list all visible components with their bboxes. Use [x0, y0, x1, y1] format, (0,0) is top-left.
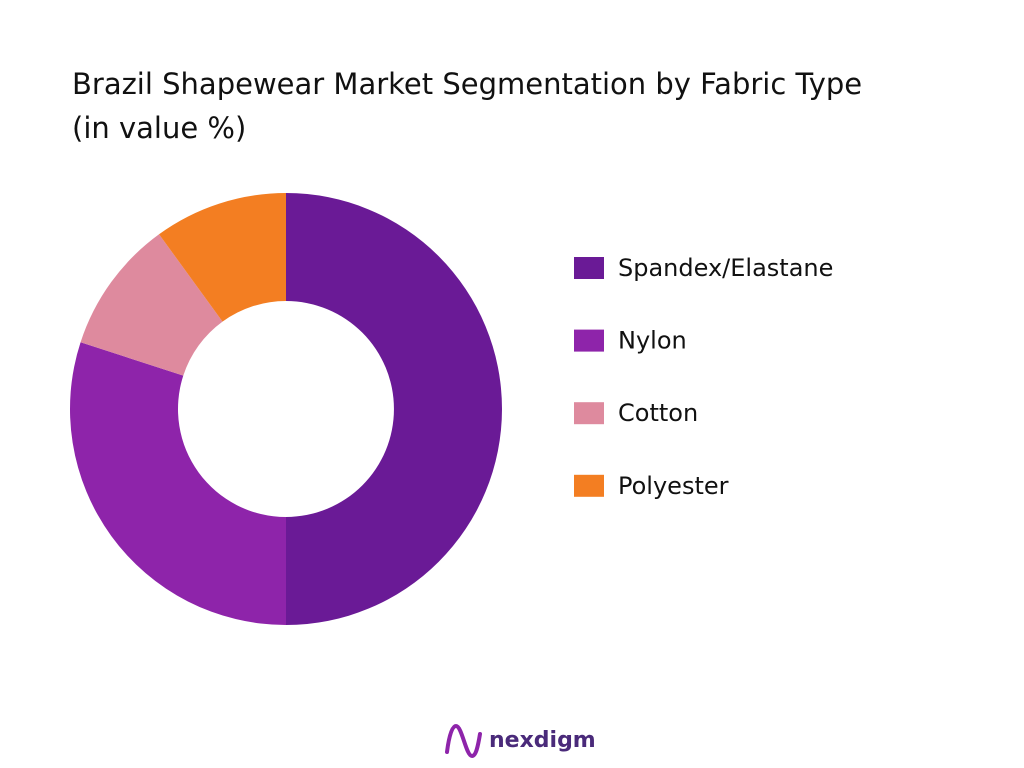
legend-label: Cotton — [618, 399, 698, 427]
donut-slice — [70, 342, 286, 625]
donut-slice — [286, 193, 502, 625]
logo-icon — [445, 723, 482, 759]
legend-swatch — [574, 402, 604, 425]
chart-title: Brazil Shapewear Market Segmentation by … — [72, 67, 862, 101]
chart-subtitle: (in value %) — [72, 111, 246, 145]
brand-logo: nexdigm — [445, 723, 596, 759]
legend-swatch — [574, 329, 604, 352]
legend-label: Nylon — [618, 327, 687, 355]
donut-slice — [80, 234, 223, 376]
donut-slice — [159, 193, 286, 322]
legend-swatch — [574, 474, 604, 497]
legend-label: Spandex/Elastane — [618, 254, 833, 282]
brand-name: nexdigm — [489, 728, 596, 753]
legend-label: Polyester — [618, 472, 729, 500]
legend-swatch — [574, 257, 604, 279]
